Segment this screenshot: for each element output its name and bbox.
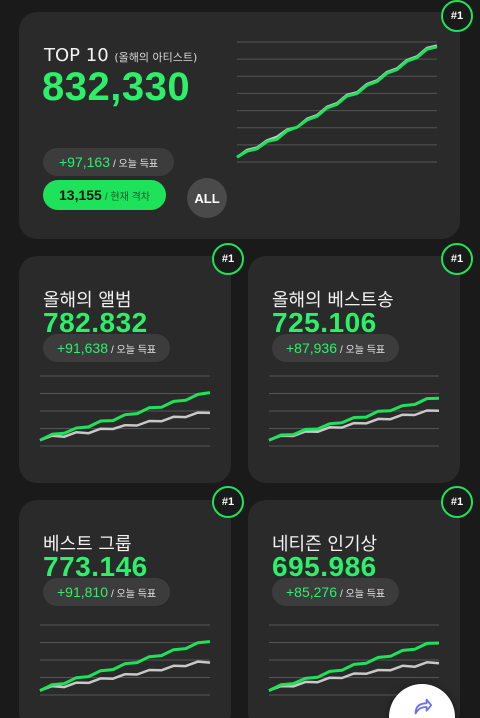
card-count: 695.986 <box>272 551 377 582</box>
top10-card[interactable]: TOP 10 (올해의 아티스트) 832,330 +97,163 / 오늘 득… <box>19 12 460 239</box>
card-title: 네티즌 인기상 <box>272 534 378 555</box>
today-votes-label: / 오늘 득표 <box>113 158 159 170</box>
series-line-secondary <box>268 661 440 692</box>
series-line-accent <box>236 45 438 159</box>
card-count: 782.832 <box>43 307 148 338</box>
today-votes-label: / 오늘 득표 <box>111 588 157 600</box>
card-count: 725.106 <box>272 307 377 338</box>
top10-count: 832,330 <box>42 65 191 109</box>
gap-label: / 현재 격차 <box>104 191 150 203</box>
top10-title: TOP 10 (올해의 아티스트) <box>44 45 197 66</box>
top10-chart <box>236 41 438 163</box>
all-button[interactable]: ALL <box>187 178 227 218</box>
today-votes-value: +97,163 <box>59 154 110 170</box>
card-chart <box>39 375 211 447</box>
today-votes-label: / 오늘 득표 <box>340 344 386 356</box>
series-line-accent <box>39 640 211 692</box>
card-best-song[interactable]: 올해의 베스트송 725.106 +87,936 / 오늘 득표 <box>248 256 460 483</box>
series-line-secondary <box>268 409 440 442</box>
today-votes-label: / 오늘 득표 <box>111 344 157 356</box>
card-chart <box>268 375 440 447</box>
series-line-secondary <box>39 660 211 692</box>
rank-badge-netizen: #1 <box>441 486 473 518</box>
today-votes-value: +91,638 <box>57 340 108 356</box>
top10-today-votes: +97,163 / 오늘 득표 <box>43 148 175 176</box>
card-today-votes: +91,638 / 오늘 득표 <box>43 334 171 362</box>
card-title: 올해의 베스트송 <box>272 290 394 311</box>
top10-gap: 13,155 / 현재 격차 <box>43 180 166 210</box>
rank-badge-top10: #1 <box>441 0 473 32</box>
card-netizen[interactable]: 네티즌 인기상 695.986 +85,276 / 오늘 득표 <box>248 500 460 718</box>
top10-title-text: TOP 10 <box>44 45 109 66</box>
card-title: 베스트 그룹 <box>43 534 132 555</box>
card-chart <box>39 624 211 696</box>
card-today-votes: +91,810 / 오늘 득표 <box>43 578 171 606</box>
series-line-secondary <box>39 411 211 442</box>
card-today-votes: +85,276 / 오늘 득표 <box>272 578 400 606</box>
gap-value: 13,155 <box>59 187 102 203</box>
today-votes-value: +87,936 <box>286 340 337 356</box>
card-count: 773.146 <box>43 551 148 582</box>
rank-badge-best-song: #1 <box>441 243 473 275</box>
rank-badge-best-group: #1 <box>212 486 244 518</box>
rank-badge-album: #1 <box>212 243 244 275</box>
card-today-votes: +87,936 / 오늘 득표 <box>272 334 400 362</box>
today-votes-value: +85,276 <box>286 584 337 600</box>
today-votes-label: / 오늘 득표 <box>340 588 386 600</box>
series-line-accent <box>39 391 211 442</box>
today-votes-value: +91,810 <box>57 584 108 600</box>
top10-subtitle: (올해의 아티스트) <box>114 51 198 64</box>
card-album[interactable]: 올해의 앨범 782.832 +91,638 / 오늘 득표 <box>19 256 231 483</box>
card-chart <box>268 624 440 696</box>
card-best-group[interactable]: 베스트 그룹 773.146 +91,810 / 오늘 득표 <box>19 500 231 718</box>
series-line-accent <box>268 396 440 442</box>
share-arrow-icon <box>411 696 433 718</box>
card-title: 올해의 앨범 <box>43 290 132 311</box>
series-line-accent <box>268 641 440 692</box>
